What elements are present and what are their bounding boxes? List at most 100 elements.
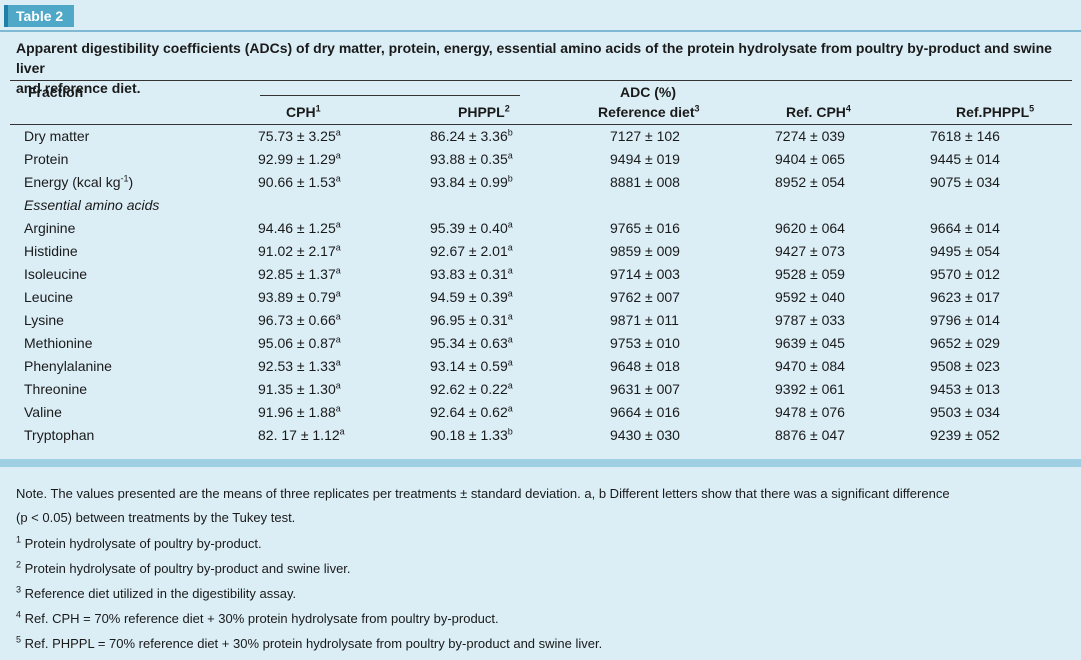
cell-phppl-value: 95.39 ± 0.40 (430, 220, 508, 236)
cell-ref-phppl: 9445 ± 014 (930, 151, 1015, 167)
cell-cph-sup: a (335, 150, 341, 161)
cell-cph-sup: a (335, 219, 341, 230)
header-col-ref-phppl-label: Ref.PHPPL (956, 104, 1030, 120)
note-sup: 5 (16, 634, 22, 645)
header-col-ref-phppl: Ref.PHPPL5 (956, 104, 1034, 120)
cell-cph-value: 75.73 ± 3.25 (258, 128, 336, 144)
cell-phppl-value: 86.24 ± 3.36 (430, 128, 508, 144)
header-col-reference-sup: 3 (694, 103, 700, 114)
cell-ref-cph-value: 9470 ± 084 (775, 358, 845, 374)
cell-reference: 9648 ± 018 (610, 358, 690, 374)
header-col-phppl: PHPPL2 (458, 104, 510, 120)
cell-ref-cph: 7274 ± 039 (775, 128, 855, 144)
cell-phppl-sup: a (507, 242, 513, 253)
cell-cph-value: 91.02 ± 2.17 (258, 243, 336, 259)
cell-ref-cph-value: 9404 ± 065 (775, 151, 845, 167)
row-label-text: Threonine (24, 381, 88, 397)
row-label-text: Leucine (24, 289, 74, 305)
caption-line-1: Apparent digestibility coefficients (ADC… (16, 40, 1052, 76)
cell-ref-phppl-value: 7618 ± 146 (930, 128, 1000, 144)
note-line: 1 Protein hydrolysate of poultry by-prod… (16, 535, 262, 551)
note-line: (p < 0.05) between treatments by the Tuk… (16, 510, 295, 525)
cell-cph: 92.99 ± 1.29a (258, 151, 366, 167)
cell-reference-value: 8881 ± 008 (610, 174, 680, 190)
header-rule-bottom (10, 124, 1072, 125)
note-line: 2 Protein hydrolysate of poultry by-prod… (16, 560, 351, 576)
cell-ref-cph: 9478 ± 076 (775, 404, 855, 420)
cell-cph-value: 95.06 ± 0.87 (258, 335, 336, 351)
cell-ref-phppl-value: 9652 ± 029 (930, 335, 1000, 351)
cell-cph: 92.53 ± 1.33a (258, 358, 366, 374)
cell-cph-value: 92.85 ± 1.37 (258, 266, 336, 282)
cell-ref-cph: 9404 ± 065 (775, 151, 855, 167)
cell-ref-phppl: 9495 ± 054 (930, 243, 1015, 259)
cell-cph-value: 90.66 ± 1.53 (258, 174, 336, 190)
cell-cph-value: 96.73 ± 0.66 (258, 312, 336, 328)
cell-cph: 92.85 ± 1.37a (258, 266, 366, 282)
cell-cph-sup: a (335, 311, 341, 322)
cell-reference: 9714 ± 003 (610, 266, 690, 282)
cell-cph: 94.46 ± 1.25a (258, 220, 366, 236)
cell-reference-value: 7127 ± 102 (610, 128, 680, 144)
cell-cph: 91.96 ± 1.88a (258, 404, 366, 420)
cell-reference-value: 9765 ± 016 (610, 220, 680, 236)
cell-cph-sup: a (335, 265, 341, 276)
cell-ref-cph-value: 9639 ± 045 (775, 335, 845, 351)
cell-reference: 9494 ± 019 (610, 151, 690, 167)
caption-line-2: and reference diet. (16, 80, 141, 96)
note-text: Ref. CPH = 70% reference diet + 30% prot… (21, 611, 499, 626)
row-label: Dry matter (24, 128, 89, 144)
cell-ref-phppl-value: 9239 ± 052 (930, 427, 1000, 443)
cell-reference: 8881 ± 008 (610, 174, 690, 190)
cell-phppl-value: 94.59 ± 0.39 (430, 289, 508, 305)
row-label: Valine (24, 404, 62, 420)
header-col-cph-label: CPH (286, 104, 316, 120)
cell-phppl-sup: a (507, 403, 513, 414)
row-label: Protein (24, 151, 68, 167)
cell-reference-value: 9631 ± 007 (610, 381, 680, 397)
cell-cph: 95.06 ± 0.87a (258, 335, 366, 351)
header-col-reference: Reference diet3 (598, 104, 700, 120)
note-text: Note. The values presented are the means… (16, 486, 950, 501)
cell-ref-cph: 8876 ± 047 (775, 427, 855, 443)
cell-phppl: 86.24 ± 3.36b (430, 128, 540, 144)
note-sup: 3 (16, 584, 22, 595)
cell-cph-sup: a (335, 403, 341, 414)
cell-ref-cph: 9639 ± 045 (775, 335, 855, 351)
cell-ref-cph: 9470 ± 084 (775, 358, 855, 374)
cell-ref-cph: 9392 ± 061 (775, 381, 855, 397)
cell-reference-value: 9859 ± 009 (610, 243, 680, 259)
cell-ref-phppl: 9623 ± 017 (930, 289, 1015, 305)
cell-phppl-value: 93.88 ± 0.35 (430, 151, 508, 167)
cell-reference: 9762 ± 007 (610, 289, 690, 305)
cell-ref-phppl-value: 9453 ± 013 (930, 381, 1000, 397)
cell-ref-cph: 9620 ± 064 (775, 220, 855, 236)
section-label: Essential amino acids (24, 197, 159, 213)
table-label: Table 2 (4, 5, 75, 27)
cell-reference: 9631 ± 007 (610, 381, 690, 397)
row-label: Tryptophan (24, 427, 94, 443)
cell-reference-value: 9648 ± 018 (610, 358, 680, 374)
row-label-text: Lysine (24, 312, 64, 328)
cell-cph: 82. 17 ± 1.12a (258, 427, 366, 443)
cell-ref-cph-value: 9620 ± 064 (775, 220, 845, 236)
cell-ref-phppl-value: 9495 ± 054 (930, 243, 1000, 259)
cell-phppl: 95.34 ± 0.63a (430, 335, 540, 351)
cell-reference-value: 9871 ± 011 (610, 312, 679, 328)
cell-phppl-sup: a (507, 265, 513, 276)
row-label-sup: -1 (120, 173, 129, 184)
row-label-text: Methionine (24, 335, 93, 351)
bottom-band (0, 459, 1081, 467)
cell-cph-value: 91.35 ± 1.30 (258, 381, 336, 397)
cell-reference-value: 9494 ± 019 (610, 151, 680, 167)
cell-ref-phppl: 9652 ± 029 (930, 335, 1015, 351)
cell-ref-cph-value: 9528 ± 059 (775, 266, 845, 282)
adc-group-rule (260, 95, 520, 96)
table-caption: Apparent digestibility coefficients (ADC… (16, 38, 1056, 98)
cell-ref-cph-value: 9427 ± 073 (775, 243, 845, 259)
cell-ref-phppl: 9664 ± 014 (930, 220, 1015, 236)
cell-cph-value: 92.99 ± 1.29 (258, 151, 336, 167)
row-label: Leucine (24, 289, 73, 305)
top-rule (0, 30, 1081, 32)
header-col-cph-sup: 1 (315, 103, 321, 114)
